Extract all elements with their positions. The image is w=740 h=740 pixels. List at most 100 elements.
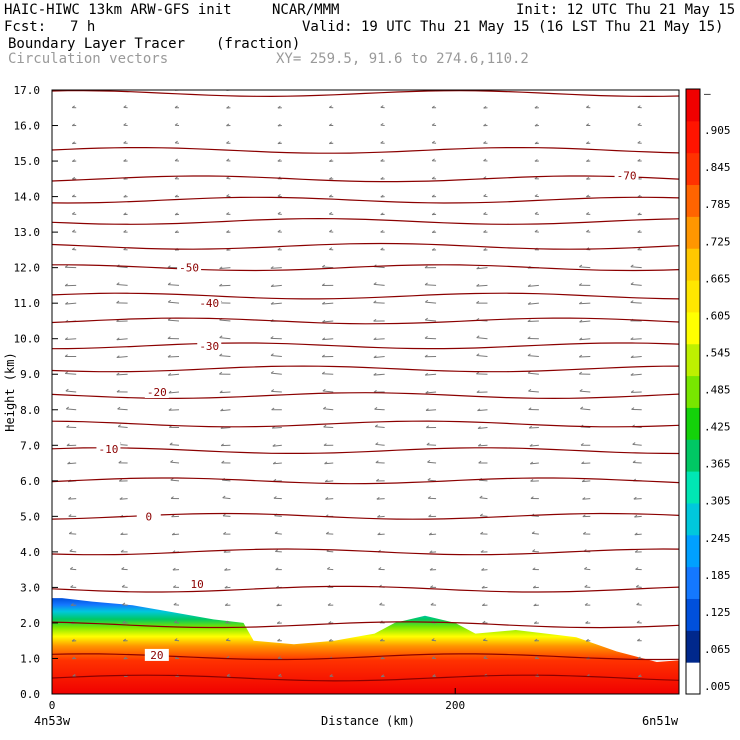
vector-head [380, 212, 384, 216]
vector-head [71, 638, 75, 642]
vector-head [270, 370, 274, 374]
vector-head [534, 123, 538, 127]
vector-head [169, 442, 173, 445]
vector-head [71, 141, 76, 145]
colorbar-swatch [686, 534, 700, 568]
vector-shaft [527, 320, 539, 323]
isotherm-label-bg [177, 261, 202, 274]
circulation-vector [430, 602, 437, 606]
vector-shaft [325, 498, 334, 500]
vector-head [431, 247, 435, 251]
y-tick-label: 7.0 [20, 439, 40, 452]
init-label: Init: 12 UTC Thu 21 May 15 [516, 2, 736, 18]
vector-head [528, 388, 532, 392]
isotherm-line [52, 217, 679, 225]
colorbar-swatch [686, 471, 700, 504]
y-tick-label: 10.0 [14, 333, 41, 346]
circulation-vector [276, 603, 282, 607]
vector-head [174, 212, 178, 216]
colorbar-label: .785 [704, 198, 731, 211]
vector-head [527, 336, 531, 339]
circulation-vector [483, 212, 488, 215]
circulation-vector [532, 549, 539, 553]
vector-head [225, 620, 229, 624]
vector-head [172, 567, 176, 571]
circulation-vector [64, 265, 77, 269]
circulation-vector [277, 158, 282, 162]
vector-shaft [167, 355, 180, 358]
vector-head [68, 514, 72, 517]
vector-shaft [270, 267, 282, 269]
isotherm-label-bg [96, 442, 121, 455]
circulation-vector [373, 337, 385, 341]
colorbar-swatch [686, 502, 700, 536]
circulation-vector [373, 282, 385, 286]
vector-head [66, 424, 70, 428]
x-axis-label: Distance (km) [321, 714, 415, 728]
circulation-vector [118, 478, 128, 482]
vector-shaft [532, 550, 539, 553]
vector-head [222, 513, 226, 517]
vector-head [277, 105, 281, 109]
circulation-vector [328, 123, 334, 127]
vector-head [580, 406, 584, 410]
vector-head [582, 497, 586, 500]
circulation-vector [579, 388, 591, 393]
circulation-vector [637, 656, 642, 660]
circulation-vector [527, 302, 539, 305]
vector-head [64, 265, 68, 268]
circulation-vector [477, 408, 488, 412]
circulation-vector [275, 549, 282, 553]
vector-head [171, 532, 175, 536]
circulation-vector [431, 176, 437, 180]
vector-head [64, 371, 69, 374]
vector-shaft [118, 426, 128, 429]
vector-head [380, 229, 384, 233]
circulation-vector [222, 513, 231, 517]
vector-head [220, 408, 224, 412]
colorbar-label: .905 [704, 124, 731, 137]
y-tick-label: 9.0 [20, 368, 40, 381]
circulation-vector [635, 567, 642, 571]
vector-head [123, 212, 127, 216]
vector-head [579, 301, 583, 305]
vector-head [373, 389, 377, 393]
vector-shaft [579, 266, 591, 269]
vector-head [122, 638, 127, 642]
vector-head [579, 264, 583, 268]
circulation-vector [637, 158, 642, 162]
circulation-vector [325, 531, 334, 535]
vector-shaft [65, 373, 77, 375]
circulation-vector [428, 532, 437, 536]
vector-shaft [66, 408, 77, 411]
circulation-vector [226, 123, 231, 127]
isotherm-line [52, 447, 679, 455]
vector-head [272, 461, 276, 465]
y-tick-label: 2.0 [20, 617, 40, 630]
vector-shaft [630, 338, 642, 340]
y-tick-label: 8.0 [20, 404, 40, 417]
vector-head [380, 122, 384, 126]
vector-shaft [219, 267, 231, 270]
circulation-vector [72, 159, 77, 162]
vector-head [431, 230, 435, 233]
vector-head [70, 585, 74, 588]
circulation-vector [374, 424, 385, 429]
vector-head [123, 105, 127, 108]
circulation-vector [585, 638, 591, 642]
circulation-vector [379, 602, 385, 606]
vector-head [479, 513, 483, 517]
circulation-vector [586, 212, 591, 215]
vector-head [329, 176, 333, 180]
vector-head [71, 105, 76, 109]
vector-head [430, 602, 434, 606]
circulation-vector [476, 266, 488, 270]
vector-head [116, 282, 120, 285]
circulation-vector [270, 284, 282, 287]
vector-shaft [630, 283, 642, 286]
circulation-vector [270, 370, 282, 375]
isotherm-line [52, 392, 679, 400]
vector-head [167, 299, 172, 303]
vector-shaft [373, 355, 385, 359]
